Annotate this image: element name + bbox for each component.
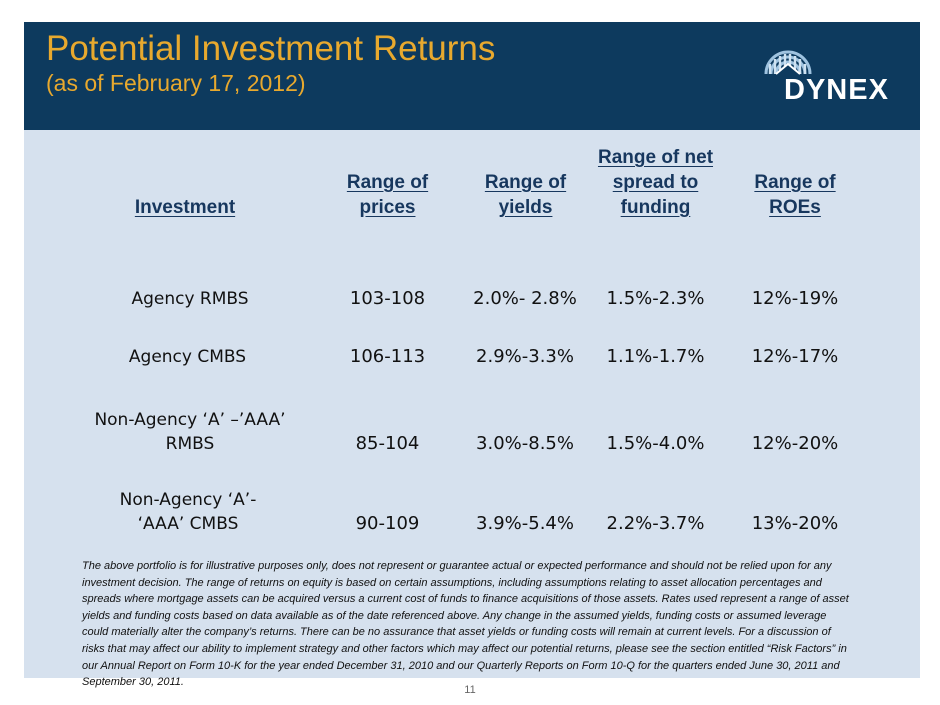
header-yields: Range of yields [484, 172, 567, 218]
page-title: Potential Investment Returns [46, 29, 496, 68]
row-2-prices: 106-113 [349, 346, 426, 367]
row-1-investment: Agency RMBS [131, 289, 249, 309]
header-spread: Range of net spread to funding [597, 147, 714, 218]
header-investment: Investment [134, 197, 236, 218]
header-banner [24, 22, 920, 130]
header-roes: Range of ROEs [754, 172, 836, 218]
dynex-logo: DYNEX [740, 28, 900, 106]
row-1-prices: 103-108 [349, 288, 426, 309]
row-1-spread: 1.5%-2.3% [606, 288, 705, 309]
disclaimer-text: The above portfolio is for illustrative … [82, 560, 849, 689]
row-1-roes: 12%-19% [751, 288, 839, 309]
logo-text: DYNEX [784, 74, 889, 106]
row-3-prices: 85-104 [355, 433, 420, 454]
row-4-investment: Non-Agency ‘A’- ‘AAA’ CMBS [119, 490, 257, 534]
row-3-spread: 1.5%-4.0% [606, 433, 705, 454]
row-4-prices: 90-109 [355, 513, 420, 534]
row-3-roes: 12%-20% [751, 433, 839, 454]
header-prices: Range of prices [346, 172, 429, 218]
row-2-yields: 2.9%-3.3% [476, 346, 574, 367]
row-4-roes: 13%-20% [751, 513, 839, 534]
row-1-yields: 2.0%- 2.8% [473, 288, 577, 309]
row-2-spread: 1.1%-1.7% [606, 346, 705, 367]
row-3-investment: Non-Agency ‘A’ –’AAA’ RMBS [94, 410, 286, 454]
page-number: 11 [464, 684, 476, 696]
row-2-investment: Agency CMBS [128, 347, 247, 367]
page-subtitle: (as of February 17, 2012) [46, 70, 306, 96]
row-3-yields: 3.0%-8.5% [476, 433, 574, 454]
logo-dome-icon [764, 50, 812, 75]
row-4-yields: 3.9%-5.4% [476, 513, 574, 534]
row-4-spread: 2.2%-3.7% [606, 513, 705, 534]
content-panel [24, 130, 920, 678]
row-2-roes: 12%-17% [751, 346, 839, 367]
